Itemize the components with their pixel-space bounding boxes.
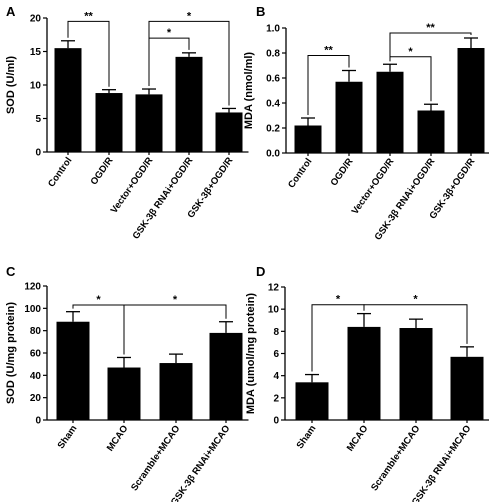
significance-label: * — [167, 27, 172, 39]
significance-label: ** — [84, 10, 93, 22]
significance-label: * — [336, 294, 341, 306]
bar — [175, 56, 203, 152]
bar — [399, 328, 433, 420]
x-tick-label: Control — [46, 155, 74, 189]
y-tick-label: 0.4 — [266, 99, 280, 110]
y-tick-label: 100 — [24, 304, 41, 315]
significance-label: ** — [426, 22, 435, 34]
x-tick-label: MCAO — [105, 423, 131, 453]
x-tick-label: MCAO — [345, 423, 371, 453]
y-tick-label: 20 — [30, 14, 42, 25]
y-tick-label: 8 — [273, 327, 279, 338]
y-tick-label: 80 — [30, 326, 42, 337]
y-tick-label: 0.6 — [266, 74, 280, 85]
significance-label: * — [173, 294, 178, 306]
y-axis-label: MDA (umol/mg protein) — [245, 293, 257, 415]
panel-a: A 0 5 10 15 20 SOD (U/ml) Control OGD/RVector+OG… — [5, 4, 249, 241]
bar — [347, 326, 381, 420]
y-tick-label: 0.0 — [266, 149, 280, 160]
y-tick-label: 4 — [273, 371, 279, 382]
panel-c: C 0 20 40 60 80 100 120 SOD (U/mg protein) Sham MC… — [5, 264, 249, 502]
x-tick-label: Sham — [295, 423, 319, 451]
bar — [417, 110, 445, 153]
x-tick-label: Scramble+MCAO — [369, 423, 422, 493]
bar — [215, 112, 243, 152]
significance-label: ** — [324, 45, 333, 57]
significance-label: * — [187, 10, 192, 22]
significance-label: * — [96, 294, 101, 306]
bar — [450, 356, 484, 420]
x-tick-label: Sham — [56, 423, 80, 451]
y-tick-label: 2 — [273, 393, 279, 404]
significance-label: * — [413, 294, 418, 306]
panel-letter: C — [6, 264, 16, 279]
y-tick-label: 0 — [35, 416, 41, 427]
x-tick-label: Scramble+MCAO — [129, 423, 182, 493]
bar — [95, 93, 123, 152]
y-tick-label: 60 — [30, 349, 42, 360]
significance-bracket — [67, 20, 110, 87]
bar — [56, 321, 90, 420]
x-tick-label: Control — [286, 156, 314, 190]
bar — [294, 125, 322, 153]
bar — [209, 332, 243, 420]
bar — [107, 367, 141, 420]
y-axis-label: SOD (U/mg protein) — [5, 302, 17, 404]
x-tick-label: Vector+OGD/R — [350, 156, 397, 216]
bar — [376, 71, 404, 153]
x-tick-label: OGD/R — [89, 155, 116, 187]
y-axis-label: SOD (U/ml) — [5, 56, 17, 114]
bar — [159, 363, 193, 420]
panel-letter: A — [6, 4, 16, 19]
significance-bracket — [148, 20, 230, 106]
bar — [295, 382, 329, 420]
panel-b: B 0.0 0.2 0.4 0.6 0.8 1.0 MDA (nmol/ml) Control O… — [243, 4, 489, 242]
x-tick-label: GSK-3β RNAi+MCAO — [410, 423, 474, 502]
panel-letter: D — [256, 264, 265, 279]
bar — [135, 94, 163, 152]
y-tick-label: 0.8 — [266, 49, 280, 60]
y-tick-label: 5 — [35, 114, 41, 125]
x-tick-label: Vector+OGD/R — [109, 155, 156, 215]
significance-bracket — [123, 304, 227, 355]
panel-letter: B — [256, 4, 265, 19]
y-tick-label: 0 — [35, 148, 41, 159]
y-tick-label: 120 — [24, 282, 41, 293]
y-tick-label: 12 — [268, 283, 280, 294]
y-tick-label: 40 — [30, 371, 42, 382]
panel-d: D 0 2 4 6 8 10 12 MDA (umol/mg protein) Sham MCAOS… — [245, 264, 489, 502]
bar — [54, 48, 82, 152]
significance-bracket — [363, 304, 468, 344]
y-tick-label: 0 — [273, 416, 279, 427]
y-tick-label: 15 — [30, 47, 42, 58]
significance-bracket — [307, 55, 350, 115]
y-tick-label: 6 — [273, 349, 279, 360]
significance-label: * — [408, 46, 413, 58]
y-tick-label: 1.0 — [266, 24, 280, 35]
bar — [457, 48, 485, 153]
y-tick-label: 10 — [30, 81, 42, 92]
y-tick-label: 10 — [268, 305, 280, 316]
significance-bracket — [389, 32, 472, 62]
x-tick-label: OGD/R — [329, 156, 356, 188]
y-axis-label: MDA (nmol/ml) — [243, 52, 255, 130]
bar — [335, 81, 363, 153]
y-tick-label: 0.2 — [266, 124, 280, 135]
y-tick-label: 20 — [30, 393, 42, 404]
